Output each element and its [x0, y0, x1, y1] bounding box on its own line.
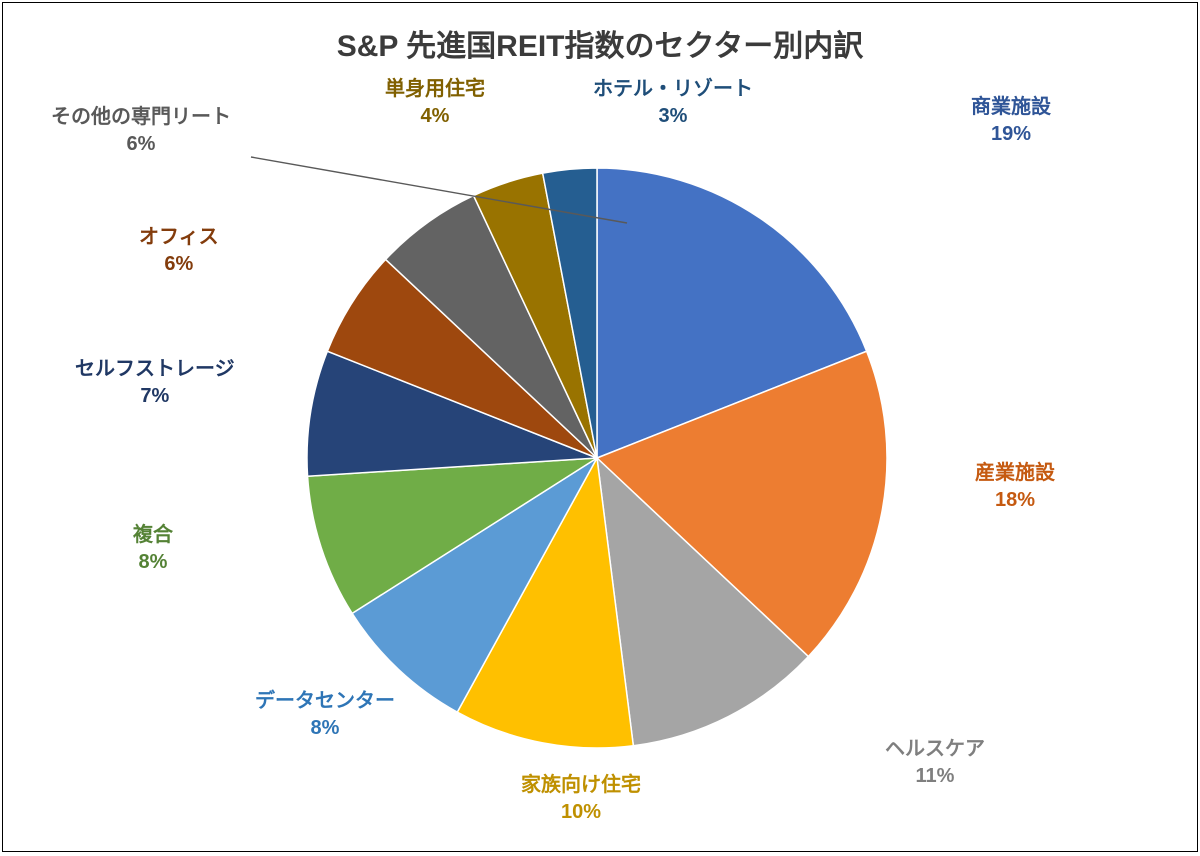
- chart-frame: S&P 先進国REIT指数のセクター別内訳 商業施設19% 産業施設18% ヘルスケ…: [2, 2, 1198, 852]
- slice-label-percent: 10%: [521, 799, 641, 826]
- slice-label-percent: 8%: [255, 715, 395, 742]
- slice-label-percent: 11%: [885, 763, 985, 790]
- slice-label-name: ホテル・リゾート: [593, 76, 753, 103]
- slice-label-percent: 7%: [75, 383, 235, 410]
- slice-label: ホテル・リゾート3%: [593, 76, 753, 130]
- slice-label-name: 複合: [133, 522, 173, 549]
- slice-label-percent: 4%: [385, 103, 485, 130]
- slice-label: オフィス6%: [139, 224, 219, 278]
- slice-label: 産業施設18%: [975, 460, 1055, 514]
- slice-label: ヘルスケア11%: [885, 736, 985, 790]
- slice-label-name: オフィス: [139, 224, 219, 251]
- slice-label-name: 単身用住宅: [385, 76, 485, 103]
- slice-label-name: ヘルスケア: [885, 736, 985, 763]
- slice-label-name: その他の専門リート: [51, 104, 231, 131]
- slice-label-percent: 18%: [975, 487, 1055, 514]
- slice-label-percent: 6%: [139, 251, 219, 278]
- slice-label-percent: 19%: [971, 121, 1051, 148]
- slice-label: セルフストレージ7%: [75, 356, 235, 410]
- slice-label-name: 産業施設: [975, 460, 1055, 487]
- chart-title: S&P 先進国REIT指数のセクター別内訳: [3, 21, 1197, 65]
- slice-label-percent: 3%: [593, 103, 753, 130]
- slice-label: その他の専門リート6%: [51, 104, 231, 158]
- slice-label-name: 商業施設: [971, 94, 1051, 121]
- slice-label-percent: 6%: [51, 131, 231, 158]
- slice-label-percent: 8%: [133, 549, 173, 576]
- slice-label: 複合8%: [133, 522, 173, 576]
- slice-label: 家族向け住宅10%: [521, 772, 641, 826]
- slice-label-name: セルフストレージ: [75, 356, 235, 383]
- slice-label-name: 家族向け住宅: [521, 772, 641, 799]
- pie-chart: [305, 166, 889, 750]
- slice-label: 商業施設19%: [971, 94, 1051, 148]
- slice-label: データセンター8%: [255, 688, 395, 742]
- slice-label-name: データセンター: [255, 688, 395, 715]
- slice-label: 単身用住宅4%: [385, 76, 485, 130]
